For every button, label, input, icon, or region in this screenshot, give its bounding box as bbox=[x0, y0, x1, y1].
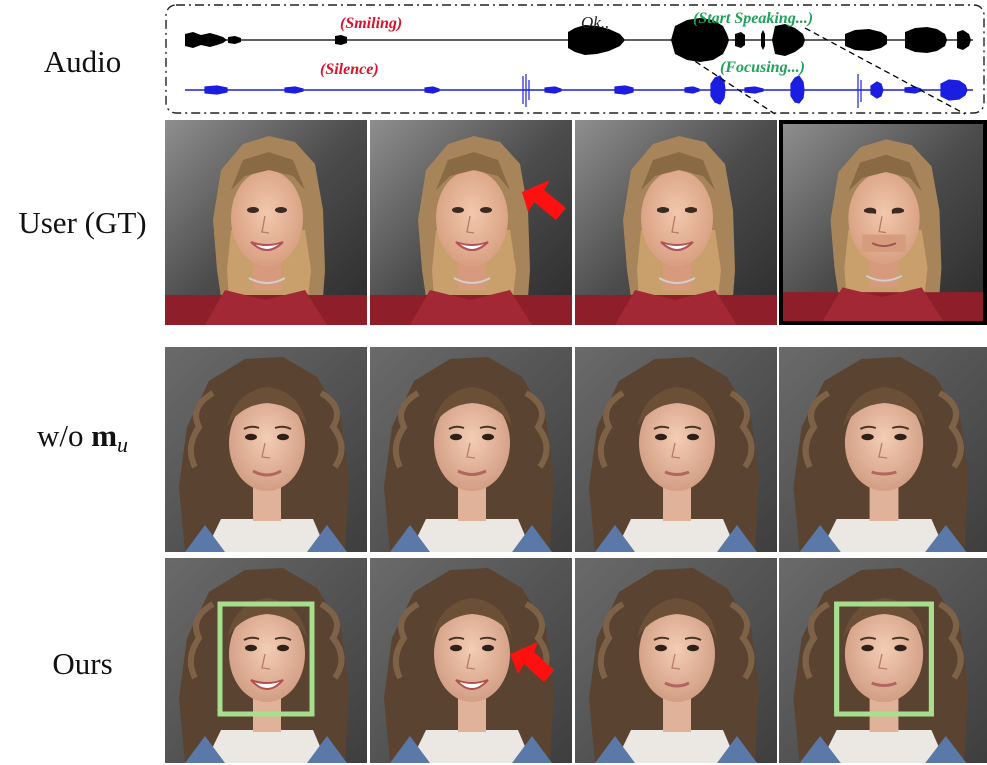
red-arrow-icon bbox=[510, 642, 554, 682]
audio-waveforms bbox=[165, 4, 985, 115]
highlight-box bbox=[217, 601, 315, 717]
gt-frame-3 bbox=[575, 120, 777, 325]
ours-row bbox=[165, 558, 987, 763]
audio-panel-border bbox=[165, 4, 985, 114]
gt-frame-4-highlighted bbox=[779, 120, 987, 325]
annotation-silence: (Silence) bbox=[320, 61, 379, 78]
row-label-user-gt: User (GT) bbox=[18, 205, 147, 240]
listener-waveform bbox=[204, 74, 968, 108]
gt-frame-1 bbox=[165, 120, 367, 325]
wo-mu-frame-3 bbox=[575, 347, 777, 552]
without-mu-row bbox=[165, 347, 987, 552]
gt-frame-2 bbox=[370, 120, 572, 325]
mu-subscript: u bbox=[117, 432, 129, 457]
ours-frame-3 bbox=[575, 558, 777, 763]
user-gt-row bbox=[165, 120, 987, 325]
wo-mu-frame-2 bbox=[370, 347, 572, 552]
highlight-box bbox=[834, 601, 934, 717]
user-waveform bbox=[185, 18, 971, 62]
ours-frame-1 bbox=[165, 558, 367, 763]
ours-frame-4 bbox=[779, 558, 987, 763]
red-arrow-icon bbox=[522, 180, 566, 220]
audio-panel: (Smiling) Ok.. (Start Speaking...) (Sile… bbox=[165, 4, 987, 115]
without-prefix: w/o bbox=[36, 418, 92, 453]
zoom-connector-left bbox=[686, 55, 776, 115]
mu-symbol: m bbox=[91, 418, 118, 453]
annotation-start-speaking: (Start Speaking...) bbox=[693, 10, 814, 27]
row-label-ours: Ours bbox=[52, 646, 113, 681]
zoom-connector-right bbox=[804, 27, 966, 115]
annotation-smiling: (Smiling) bbox=[340, 15, 403, 32]
annotation-focusing: (Focusing...) bbox=[720, 59, 805, 76]
row-label-without-mu: w/o mu bbox=[0, 418, 165, 456]
ours-frame-2 bbox=[370, 558, 572, 763]
wo-mu-frame-1 bbox=[165, 347, 367, 552]
wo-mu-frame-4 bbox=[779, 347, 987, 552]
annotation-ok: Ok.. bbox=[581, 13, 610, 32]
row-label-audio: Audio bbox=[43, 44, 122, 79]
